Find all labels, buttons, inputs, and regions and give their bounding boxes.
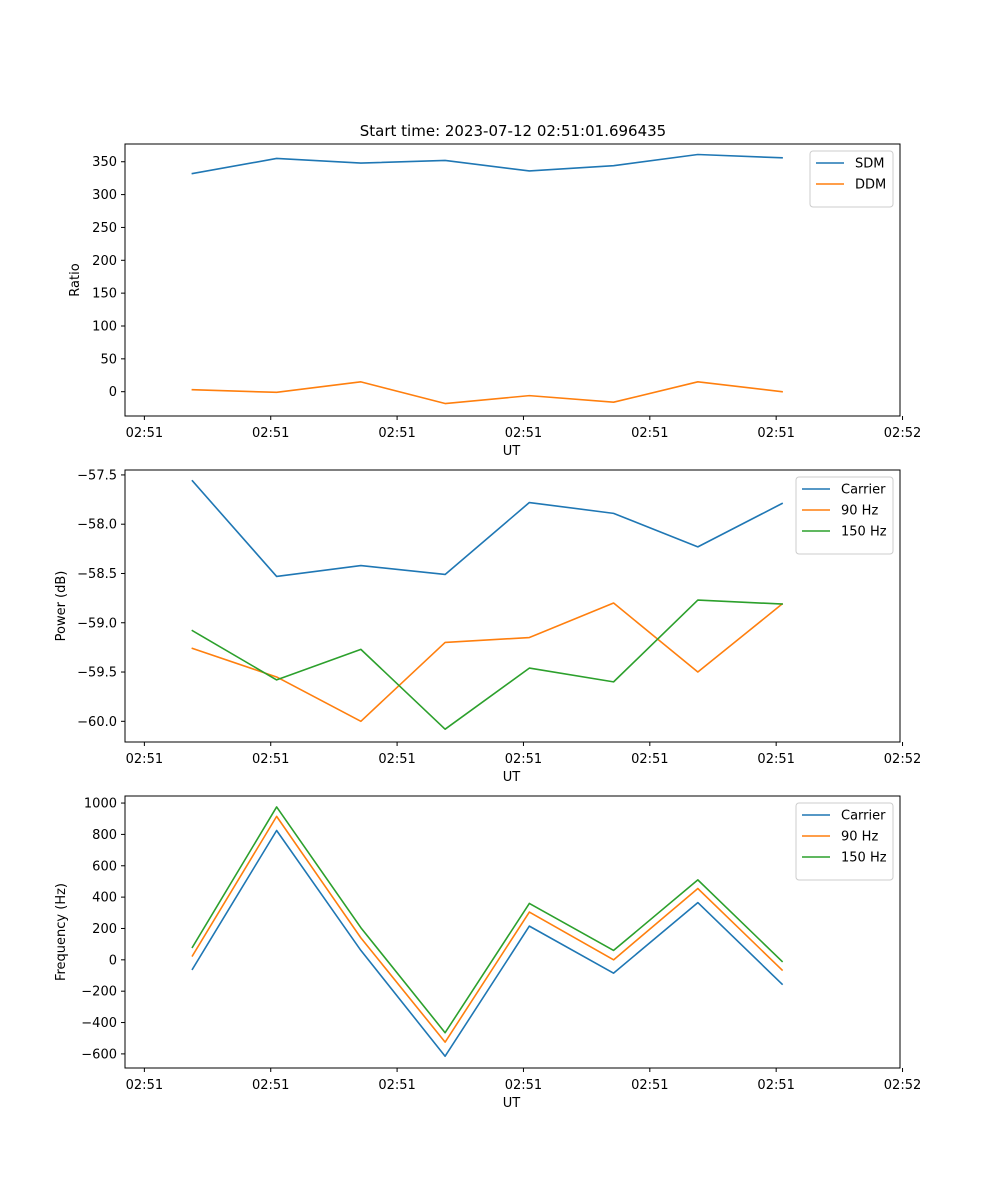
axes-frame	[124, 469, 901, 743]
y-tick-label: 0	[109, 953, 117, 968]
series-line-carrier	[191, 829, 784, 1058]
y-axis-label: Power (dB)	[54, 571, 69, 642]
y-tick-label: 100	[92, 319, 117, 334]
axes-frame	[124, 143, 901, 417]
series-line-ddm	[191, 381, 783, 405]
chart-panel-3: −600 −400 −200 0 200 400 600 800 1000 02:51 02:51 0…	[54, 795, 921, 1111]
legend-label: Carrier	[841, 483, 886, 498]
y-tick-label: −600	[81, 1047, 117, 1062]
series-line-150-hz	[191, 599, 783, 730]
y-tick-label: 50	[100, 352, 117, 367]
x-axis-label: UT	[503, 1096, 521, 1111]
x-axis-label: UT	[503, 770, 521, 785]
x-tick-label: 02:51	[631, 426, 668, 441]
legend-box	[809, 150, 894, 208]
x-tick-label: 02:51	[631, 752, 668, 767]
series-line-90-hz	[191, 602, 784, 723]
y-tick-label: 200	[92, 254, 117, 269]
legend-box	[795, 476, 894, 555]
x-tick-label: 02:51	[505, 426, 542, 441]
y-tick-label: 150	[92, 287, 117, 302]
legend-label: Carrier	[841, 809, 886, 824]
x-tick-label: 02:51	[252, 426, 289, 441]
chart-panels: 0 50 100 150 200 250 300 350 02:51 02:51 02:51 02:5…	[54, 143, 921, 1111]
y-tick-label: 600	[92, 859, 117, 874]
series-line-carrier	[191, 479, 784, 578]
legend-box	[795, 802, 894, 881]
legend: SDM DDM	[809, 150, 894, 208]
y-tick-label: −400	[81, 1016, 117, 1031]
legend: Carrier 90 Hz 150 Hz	[795, 476, 894, 555]
x-tick-label: 02:51	[378, 426, 415, 441]
y-tick-label: 400	[92, 891, 117, 906]
y-tick-label: 300	[92, 188, 117, 203]
y-tick-label: −60.0	[77, 715, 117, 730]
x-tick-label: 02:51	[757, 1078, 794, 1093]
series-line-90-hz	[191, 815, 784, 1043]
legend-label: SDM	[855, 157, 884, 172]
x-tick-label: 02:52	[884, 1078, 921, 1093]
figure-title: Start time: 2023-07-12 02:51:01.696435	[360, 122, 666, 140]
legend-label: DDM	[855, 178, 886, 193]
y-tick-label: −58.5	[77, 567, 117, 582]
axes-frame	[124, 795, 901, 1069]
legend-label: 90 Hz	[841, 830, 878, 845]
x-tick-label: 02:51	[378, 1078, 415, 1093]
x-tick-label: 02:51	[505, 752, 542, 767]
y-tick-label: 800	[92, 828, 117, 843]
chart-panel-2: −60.0 −59.5 −59.0 −58.5 −58.0 −57.5 02:51 02:51…	[54, 468, 921, 785]
x-axis-label: UT	[503, 444, 521, 459]
legend-label: 150 Hz	[841, 525, 887, 540]
x-tick-label: 02:52	[884, 752, 921, 767]
legend: Carrier 90 Hz 150 Hz	[795, 802, 894, 881]
y-tick-label: 1000	[84, 797, 117, 812]
chart-panel-1: 0 50 100 150 200 250 300 350 02:51 02:51 02:51 02:5…	[68, 143, 921, 459]
x-tick-label: 02:51	[126, 1078, 163, 1093]
y-axis-label: Frequency (Hz)	[54, 883, 69, 981]
y-tick-label: −59.5	[77, 666, 117, 681]
y-tick-label: 0	[109, 385, 117, 400]
series-line-sdm	[191, 153, 783, 175]
x-tick-label: 02:51	[252, 1078, 289, 1093]
y-tick-label: −58.0	[77, 518, 117, 533]
x-tick-label: 02:51	[126, 426, 163, 441]
x-tick-label: 02:51	[631, 1078, 668, 1093]
legend-label: 90 Hz	[841, 504, 878, 519]
y-tick-label: 250	[92, 221, 117, 236]
x-tick-label: 02:51	[505, 1078, 542, 1093]
y-tick-label: 200	[92, 922, 117, 937]
y-tick-label: −59.0	[77, 616, 117, 631]
x-tick-label: 02:51	[757, 426, 794, 441]
x-tick-label: 02:51	[378, 752, 415, 767]
y-axis-label: Ratio	[68, 263, 83, 296]
y-tick-label: 350	[92, 155, 117, 170]
x-tick-label: 02:51	[126, 752, 163, 767]
x-tick-label: 02:51	[757, 752, 794, 767]
y-tick-label: −200	[81, 985, 117, 1000]
series-line-150-hz	[191, 806, 784, 1034]
legend-label: 150 Hz	[841, 851, 887, 866]
y-tick-label: −57.5	[77, 468, 117, 483]
x-tick-label: 02:52	[884, 426, 921, 441]
x-tick-label: 02:51	[252, 752, 289, 767]
